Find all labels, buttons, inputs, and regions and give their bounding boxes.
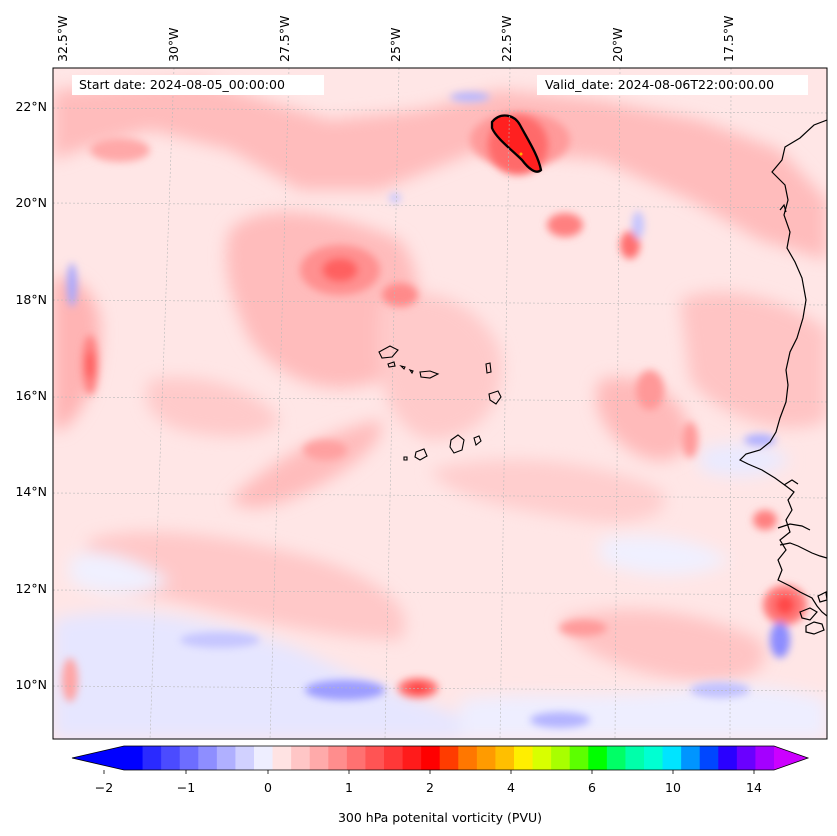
colorbar-tick-label: 0 xyxy=(264,780,272,795)
pv-max-core xyxy=(488,114,548,175)
colorbar-cell xyxy=(161,746,181,770)
colorbar-cell xyxy=(421,746,441,770)
lat-label: 10°N xyxy=(15,677,47,692)
colorbar-extend-low xyxy=(72,746,124,770)
colorbar-tick-label: 4 xyxy=(507,780,515,795)
start-date-label: Start date: 2024-08-05_00:00:00 xyxy=(72,75,324,95)
lon-label: 20°W xyxy=(610,27,625,62)
lat-label: 12°N xyxy=(15,581,47,596)
colorbar-cell xyxy=(402,746,422,770)
colorbar-tick-label: 6 xyxy=(588,780,596,795)
colorbar: −2 −1 0 1 2 4 6 10 14 300 hPa potenital vorticit… xyxy=(71,745,810,825)
longitude-labels: 32.5°W 30°W 27.5°W 25°W 22.5°W 20°W 17.5… xyxy=(55,16,736,62)
pv-contour-field xyxy=(53,68,827,739)
colorbar-cell xyxy=(216,746,236,770)
colorbar-cell xyxy=(198,746,218,770)
lat-label: 22°N xyxy=(15,99,47,114)
colorbar-cell xyxy=(476,746,496,770)
colorbar-cell xyxy=(718,746,738,770)
colorbar-cell xyxy=(439,746,459,770)
map-frame xyxy=(52,67,828,740)
lon-label: 22.5°W xyxy=(499,16,514,62)
cape-verde-islands xyxy=(378,345,502,461)
colorbar-cell xyxy=(625,746,645,770)
colorbar-cell xyxy=(606,746,626,770)
colorbar-cell xyxy=(644,746,663,770)
lat-label: 18°N xyxy=(15,292,47,307)
colorbar-tick-label: 2 xyxy=(426,780,434,795)
valid-date-label: Valid_date: 2024-08-06T22:00:00.00 xyxy=(537,75,808,95)
colorbar-cell xyxy=(384,746,403,770)
colorbar-cell xyxy=(755,746,775,770)
colorbar-cell xyxy=(551,746,571,770)
colorbar-cell xyxy=(124,746,143,770)
colorbar-extend-high xyxy=(774,746,808,770)
pv-field-detail xyxy=(62,92,807,728)
lon-label: 27.5°W xyxy=(277,16,292,62)
colorbar-cell xyxy=(514,746,533,770)
colorbar-tick-label: 1 xyxy=(345,780,353,795)
colorbar-outline xyxy=(71,745,810,771)
colorbar-cell xyxy=(272,746,292,770)
colorbar-cell xyxy=(291,746,311,770)
colorbar-cell xyxy=(495,746,515,770)
lon-label: 25°W xyxy=(388,27,403,62)
colorbar-cell xyxy=(569,746,589,770)
lat-label: 14°N xyxy=(15,484,47,499)
colorbar-cell xyxy=(532,746,552,770)
colorbar-cell xyxy=(328,746,348,770)
lat-label: 20°N xyxy=(15,195,47,210)
colorbar-cell xyxy=(254,746,273,770)
latitude-labels: 22°N 20°N 18°N 16°N 14°N 12°N 10°N xyxy=(15,99,47,692)
colorbar-cell xyxy=(699,746,719,770)
colorbar-title: 300 hPa potenital vorticity (PVU) xyxy=(338,810,542,825)
colorbar-tick-label: −2 xyxy=(95,780,113,795)
graticule xyxy=(53,68,827,739)
colorbar-cell xyxy=(458,746,478,770)
colorbar-cell xyxy=(588,746,608,770)
lon-label: 17.5°W xyxy=(721,16,736,62)
colorbar-tick-label: 10 xyxy=(665,780,681,795)
african-coastline xyxy=(738,119,827,635)
colorbar-tick-label: 14 xyxy=(746,780,762,795)
colorbar-cell xyxy=(736,746,756,770)
colorbar-cell xyxy=(346,746,366,770)
colorbar-tick-label: −1 xyxy=(177,780,195,795)
lon-label: 32.5°W xyxy=(55,16,70,62)
colorbar-cell xyxy=(309,746,329,770)
colorbar-cell xyxy=(179,746,199,770)
lon-label: 30°W xyxy=(166,27,181,62)
colorbar-cell xyxy=(365,746,385,770)
colorbar-cell xyxy=(142,746,162,770)
colorbar-cell xyxy=(235,746,255,770)
colorbar-cell xyxy=(662,746,682,770)
colorbar-cell xyxy=(681,746,701,770)
colorbar-cells xyxy=(124,746,775,770)
lat-label: 16°N xyxy=(15,388,47,403)
colorbar-ticks: −2 −1 0 1 2 4 6 10 14 xyxy=(95,770,762,795)
